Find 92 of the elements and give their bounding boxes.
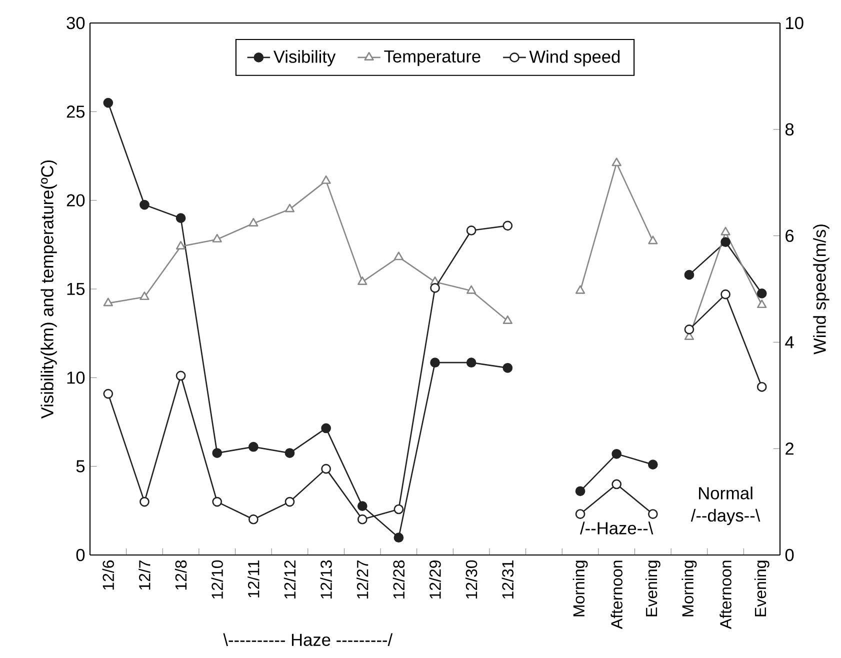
point [575, 285, 586, 294]
point [212, 496, 222, 507]
point [321, 423, 331, 434]
point [103, 298, 113, 306]
point [140, 496, 150, 507]
x-tick-label: 12/8 [174, 560, 187, 590]
point [284, 496, 295, 507]
point [394, 504, 404, 514]
point [103, 388, 114, 399]
legend-label: Temperature [384, 50, 480, 66]
point [466, 226, 476, 236]
x-tick-label: 12/13 [320, 560, 332, 599]
point [176, 370, 186, 381]
x-tick-label: Evening [645, 560, 660, 616]
y-tick-label: 15 [67, 282, 85, 296]
point [502, 362, 513, 373]
point [720, 289, 730, 300]
y-tick-label: 5 [76, 460, 85, 472]
point [720, 226, 730, 236]
y-tick-label: 20 [66, 194, 85, 206]
x-tick-label: 12/11 [248, 560, 260, 598]
point [212, 448, 222, 458]
point [648, 509, 658, 519]
point [358, 276, 368, 285]
point [502, 220, 513, 231]
x-tick-label: 12/7 [138, 560, 150, 590]
y2-tick-label: 8 [785, 123, 794, 136]
point [140, 292, 150, 300]
x-tick-label: 12/30 [465, 560, 478, 599]
y2-tick-label: 0 [785, 548, 794, 562]
point [284, 448, 295, 458]
point [394, 252, 404, 260]
y2-tick-label: 2 [786, 442, 794, 455]
y-tick-label: 30 [66, 16, 85, 30]
y2-axis-title: Wind speed(m/s) [813, 224, 830, 354]
point [756, 288, 767, 298]
point [502, 315, 512, 324]
point [612, 448, 622, 459]
point [430, 358, 440, 368]
x-tick-label: Afternoon [720, 560, 732, 630]
x-tick-label: Afternoon [610, 560, 622, 630]
x-tick-label: 12/29 [429, 560, 441, 599]
text: \---------- Haze ---------/ [223, 633, 393, 646]
y2-tick-label: 6 [786, 230, 794, 242]
annotation: /--days--\ [690, 508, 760, 526]
y-tick-label: 10 [67, 372, 85, 384]
point [575, 486, 586, 496]
x-tick-label: 12/6 [102, 560, 114, 590]
point [612, 479, 622, 490]
point [575, 509, 586, 519]
point [430, 282, 440, 293]
point [248, 514, 258, 524]
point [466, 285, 476, 294]
annotation: /--Haze--\ [580, 522, 654, 534]
point [466, 358, 476, 368]
point [176, 213, 186, 224]
x-tick-label: 12/31 [502, 560, 514, 599]
point [648, 236, 658, 244]
point [248, 442, 258, 452]
point [212, 234, 222, 242]
point [357, 514, 368, 524]
x-tick-label: 12/27 [356, 560, 368, 599]
point [612, 158, 622, 166]
x-tick-label: 12/28 [392, 560, 405, 599]
point [684, 270, 694, 280]
x-tick-label: 12/10 [211, 560, 223, 599]
y-tick-label: 0 [76, 548, 85, 562]
legend-label: Wind speed [529, 50, 620, 66]
point [176, 240, 186, 250]
point [648, 460, 658, 470]
x-tick-label: Morning [682, 560, 697, 616]
legend-label: Visibility [273, 50, 336, 66]
y2-tick-label: 4 [785, 336, 794, 348]
point [757, 299, 767, 308]
point [284, 204, 295, 212]
y-tick-label: 25 [66, 106, 85, 118]
point [103, 98, 114, 108]
y-axis-title: Visibility(km) and temperature(ºC) [40, 160, 57, 419]
y2-tick-label: 10 [786, 16, 804, 30]
point [394, 532, 404, 543]
point [684, 324, 694, 334]
point [140, 200, 150, 210]
x-tick-label: Evening [754, 560, 770, 616]
point [357, 501, 368, 511]
x-tick-label: Morning [572, 560, 588, 616]
x-tick-label: 12/12 [284, 560, 296, 599]
point [321, 175, 331, 184]
point [321, 464, 331, 474]
annotation: Normal [699, 486, 752, 500]
point [720, 237, 730, 247]
point [756, 382, 767, 392]
point [248, 218, 258, 226]
